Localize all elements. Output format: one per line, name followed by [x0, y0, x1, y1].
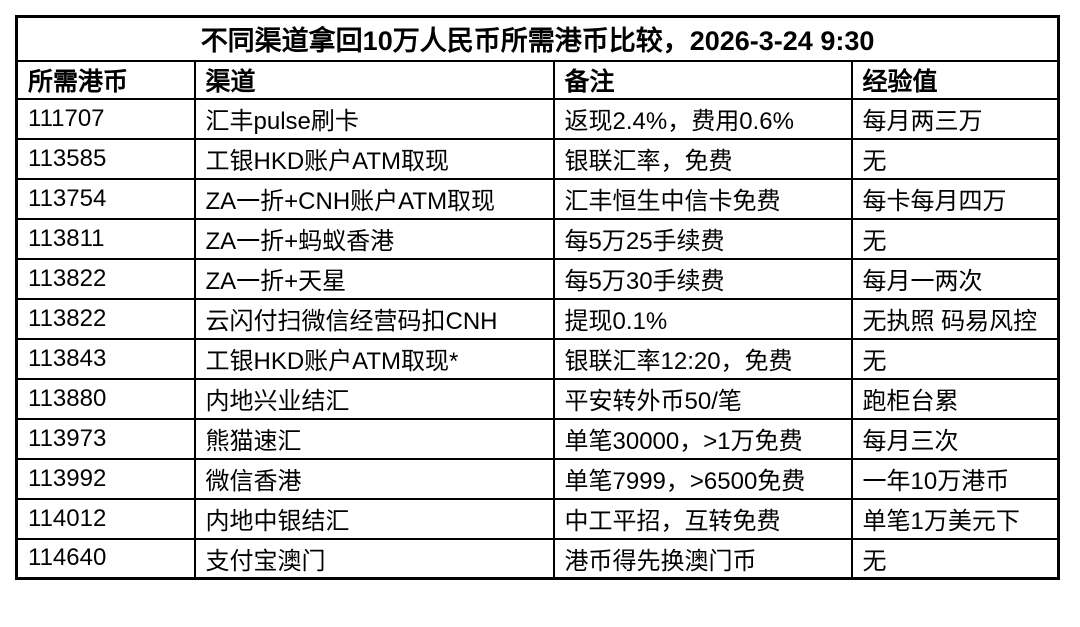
table-cell: 汇丰pulse刷卡 — [193, 97, 555, 140]
table-body: 111707 汇丰pulse刷卡 返现2.4%，费用0.6% 每月两三万 113585 工… — [15, 97, 1060, 580]
table-cell: 跑柜台累 — [850, 377, 1060, 420]
table-cell: 无 — [850, 537, 1060, 580]
table-cell: 工银HKD账户ATM取现 — [193, 137, 555, 180]
table-cell: 一年10万港币 — [850, 457, 1060, 500]
table-cell: 中工平招，互转免费 — [552, 497, 853, 540]
table-cell: 平安转外币50/笔 — [552, 377, 853, 420]
table-cell: 银联汇率，免费 — [552, 137, 853, 180]
column-header: 渠道 — [193, 59, 555, 100]
title-row: 不同渠道拿回10万人民币所需港币比较，2026-3-24 9:30 — [15, 15, 1060, 62]
table-row: 113822 ZA一折+天星 每5万30手续费 每月一两次 — [15, 257, 1060, 300]
table-cell: 114012 — [15, 497, 196, 540]
table-cell: 港币得先换澳门币 — [552, 537, 853, 580]
table-row: 114640 支付宝澳门 港币得先换澳门币无 — [15, 537, 1060, 580]
table-cell: 内地中银结汇 — [193, 497, 555, 540]
table-cell: 微信香港 — [193, 457, 555, 500]
header-row: 所需港币 渠道 备注 经验值 — [15, 59, 1060, 100]
table-row: 113843 工银HKD账户ATM取现* 银联汇率12:20，免费无 — [15, 337, 1060, 380]
table-row: 114012 内地中银结汇 中工平招，互转免费 单笔1万美元下 — [15, 497, 1060, 540]
table-cell: 汇丰恒生中信卡免费 — [552, 177, 853, 220]
table-cell: 单笔7999，>6500免费 — [552, 457, 853, 500]
column-header: 所需港币 — [15, 59, 196, 100]
table-cell: 每月三次 — [850, 417, 1060, 460]
table-cell: 工银HKD账户ATM取现* — [193, 337, 555, 380]
table-row: 113822 云闪付扫微信经营码扣CNH 提现0.1% 无执照 码易风控 — [15, 297, 1060, 340]
table-row: 113754 ZA一折+CNH账户ATM取现 汇丰恒生中信卡免费 每卡每月四万 — [15, 177, 1060, 220]
table-cell: 114640 — [15, 537, 196, 580]
table-cell: 支付宝澳门 — [193, 537, 555, 580]
table-cell: 113973 — [15, 417, 196, 460]
table-cell: 无执照 码易风控 — [850, 297, 1060, 340]
table-cell: 银联汇率12:20，免费 — [552, 337, 853, 380]
table-row: 113585 工银HKD账户ATM取现 银联汇率，免费无 — [15, 137, 1060, 180]
table-cell: 每5万30手续费 — [552, 257, 853, 300]
table-cell: 内地兴业结汇 — [193, 377, 555, 420]
column-header: 经验值 — [850, 59, 1060, 100]
table-row: 111707 汇丰pulse刷卡 返现2.4%，费用0.6% 每月两三万 — [15, 97, 1060, 140]
table-cell: 熊猫速汇 — [193, 417, 555, 460]
table-title: 不同渠道拿回10万人民币所需港币比较，2026-3-24 9:30 — [15, 15, 1060, 62]
table-row: 113811 ZA一折+蚂蚁香港 每5万25手续费无 — [15, 217, 1060, 260]
table-cell: ZA一折+天星 — [193, 257, 555, 300]
table-cell: 113843 — [15, 337, 196, 380]
table-cell: 113822 — [15, 297, 196, 340]
table-cell: 返现2.4%，费用0.6% — [552, 97, 853, 140]
table-cell: 111707 — [15, 97, 196, 140]
table-cell: 无 — [850, 337, 1060, 380]
table-cell: 无 — [850, 217, 1060, 260]
table-cell: 每月两三万 — [850, 97, 1060, 140]
table-cell: 提现0.1% — [552, 297, 853, 340]
table-row: 113992 微信香港 单笔7999，>6500免费 一年10万港币 — [15, 457, 1060, 500]
table-cell: ZA一折+CNH账户ATM取现 — [193, 177, 555, 220]
table-cell: 无 — [850, 137, 1060, 180]
table-cell: 113822 — [15, 257, 196, 300]
table-cell: 每5万25手续费 — [552, 217, 853, 260]
table-cell: 每卡每月四万 — [850, 177, 1060, 220]
table-cell: 单笔30000，>1万免费 — [552, 417, 853, 460]
table-cell: 每月一两次 — [850, 257, 1060, 300]
table-cell: 113992 — [15, 457, 196, 500]
table-cell: ZA一折+蚂蚁香港 — [193, 217, 555, 260]
table-cell: 113811 — [15, 217, 196, 260]
column-header: 备注 — [552, 59, 853, 100]
table-cell: 113754 — [15, 177, 196, 220]
table-cell: 113880 — [15, 377, 196, 420]
table-cell: 113585 — [15, 137, 196, 180]
comparison-table: 不同渠道拿回10万人民币所需港币比较，2026-3-24 9:30 所需港币 渠道… — [15, 15, 1061, 580]
table-cell: 单笔1万美元下 — [850, 497, 1060, 540]
table-row: 113973 熊猫速汇 单笔30000，>1万免费 每月三次 — [15, 417, 1060, 460]
table-row: 113880 内地兴业结汇 平安转外币50/笔 跑柜台累 — [15, 377, 1060, 420]
table-cell: 云闪付扫微信经营码扣CNH — [193, 297, 555, 340]
